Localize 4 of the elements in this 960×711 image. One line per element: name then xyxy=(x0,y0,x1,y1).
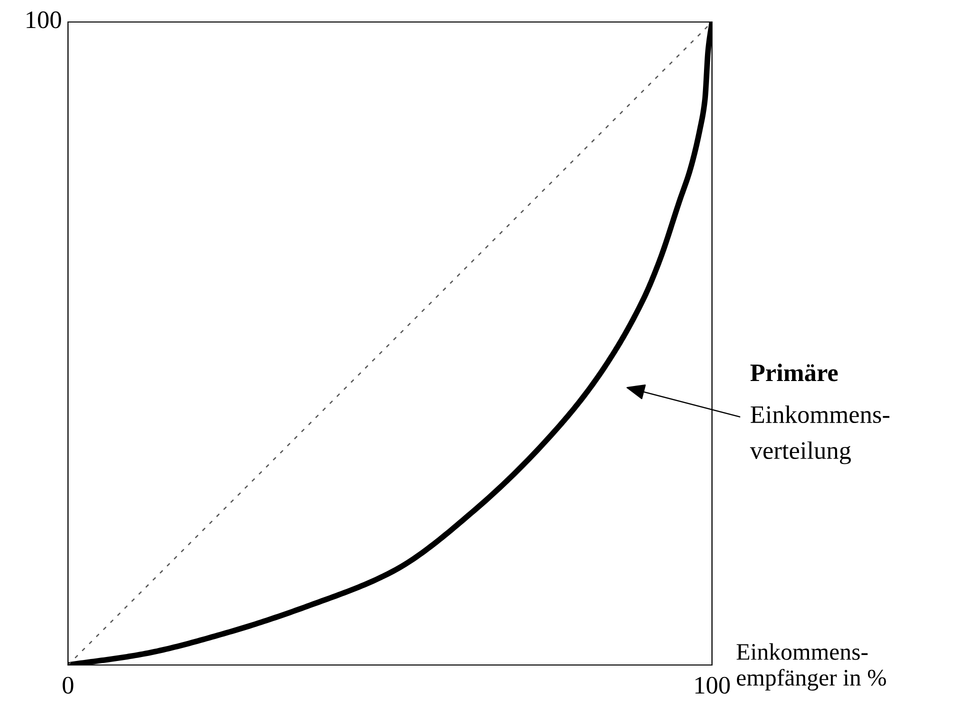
text: Primäre Einkommens- verteilung xyxy=(750,364,890,464)
text: 100 xyxy=(26,11,62,28)
x-tick-label: 0 xyxy=(62,676,74,694)
x-axis-title: Einkommens- empfänger in % xyxy=(736,643,886,691)
